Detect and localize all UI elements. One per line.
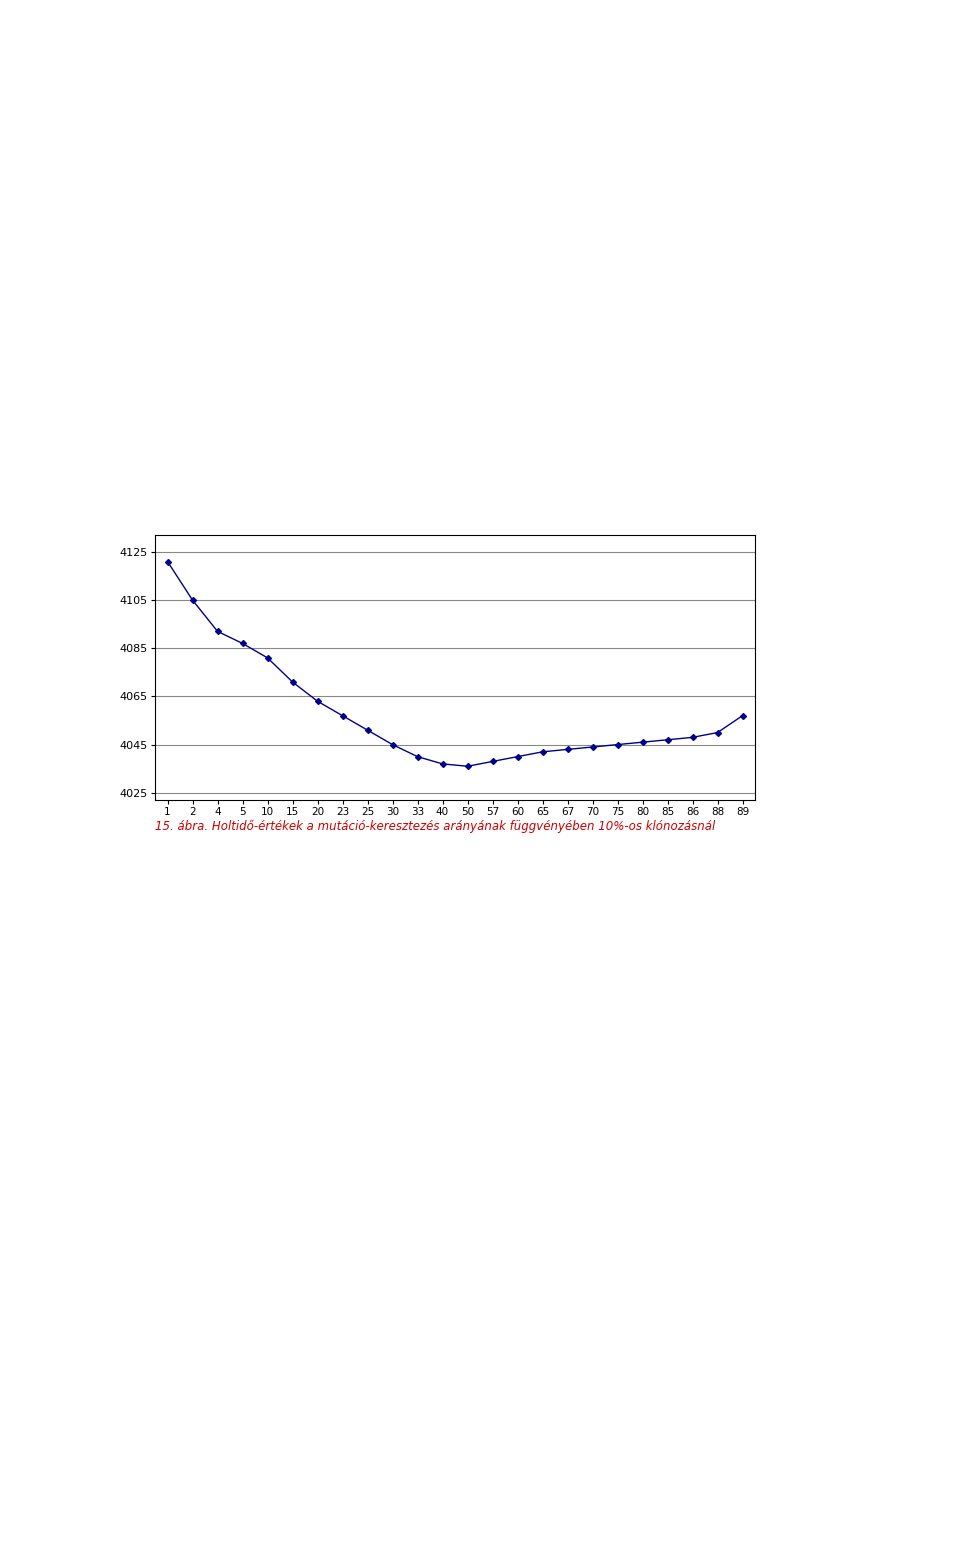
Text: 15. ábra. Holtidő-értékek a mutáció-keresztezés arányának függvényében 10%-os kl: 15. ábra. Holtidő-értékek a mutáció-kere… <box>155 820 715 833</box>
